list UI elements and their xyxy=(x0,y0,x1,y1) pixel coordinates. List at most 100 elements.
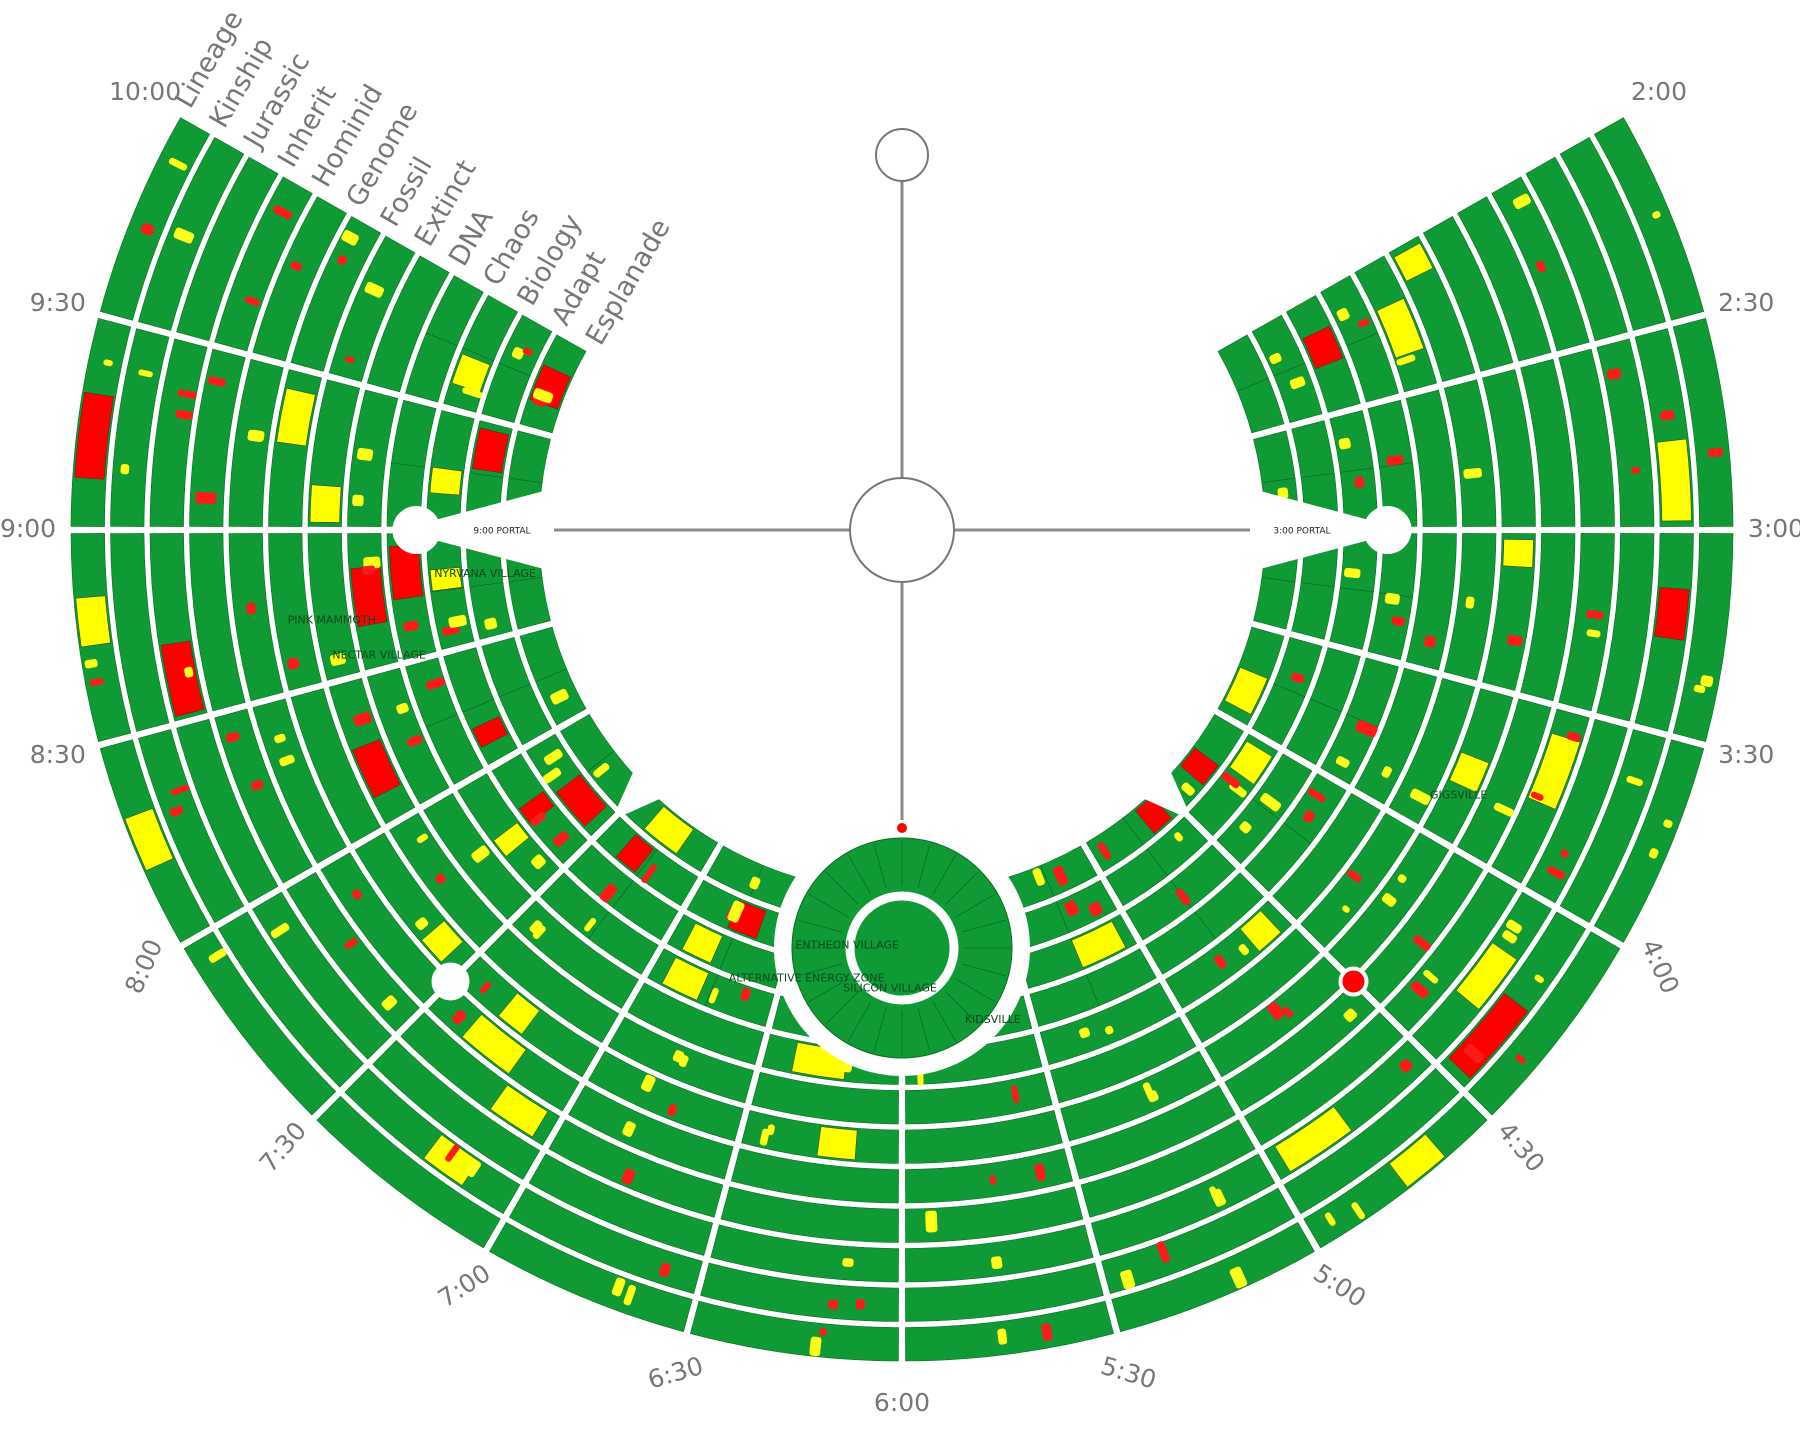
center-camp-dot xyxy=(897,823,907,833)
city-block xyxy=(700,1262,899,1322)
camp-area xyxy=(1376,298,1425,359)
clock-label: 9:30 xyxy=(30,288,86,317)
city-block xyxy=(1672,533,1734,742)
center-camp-divider xyxy=(873,1007,887,1053)
block-divider xyxy=(1301,582,1335,588)
camp-area xyxy=(461,1014,527,1075)
block-divider xyxy=(426,713,458,728)
camp-patch xyxy=(1174,832,1184,842)
camp-area xyxy=(1393,242,1434,282)
camp-area xyxy=(1071,920,1127,968)
camp-patch xyxy=(641,864,657,883)
camp-label: GIGSVILLE xyxy=(1430,789,1487,802)
block-divider xyxy=(612,880,634,908)
camp-patch xyxy=(352,494,364,507)
block-divider xyxy=(1194,911,1216,939)
camp-patch xyxy=(1011,1085,1020,1104)
camp-patch xyxy=(529,920,543,934)
camp-patch xyxy=(842,1258,854,1267)
block-divider xyxy=(535,668,567,683)
camp-area xyxy=(1449,751,1490,793)
city-block xyxy=(214,708,313,884)
camp-patch xyxy=(1357,318,1370,328)
center-camp-divider xyxy=(873,843,887,889)
city-block xyxy=(228,358,284,527)
camp-area xyxy=(1224,667,1268,715)
camp-patch xyxy=(1464,1043,1485,1064)
camp-area xyxy=(124,808,174,871)
camp-patch xyxy=(290,261,303,271)
camp-patch xyxy=(1463,467,1483,479)
city-block xyxy=(905,1110,1063,1164)
camp-patch xyxy=(1493,802,1514,817)
camp-patch xyxy=(1381,766,1392,778)
camp-patch xyxy=(991,1256,1003,1270)
camp-patch xyxy=(1700,675,1714,687)
plaza xyxy=(1338,966,1369,997)
camp-patch xyxy=(345,356,355,364)
camp-patch xyxy=(415,917,429,931)
city-block xyxy=(481,637,553,746)
camp-patch xyxy=(1659,410,1675,421)
city-block xyxy=(1388,677,1476,825)
camp-patch xyxy=(1384,592,1400,605)
camp-area xyxy=(1302,325,1344,370)
city-block xyxy=(519,626,587,726)
camp-area xyxy=(661,957,709,1001)
city-block xyxy=(1558,348,1615,527)
block-divider xyxy=(1301,472,1335,478)
city-block xyxy=(905,1148,1074,1204)
camp-patch xyxy=(1277,487,1289,500)
city-block xyxy=(214,176,313,352)
camp-patch xyxy=(1156,1241,1170,1263)
block-divider xyxy=(499,362,531,377)
camp-patch xyxy=(584,918,597,932)
block-divider xyxy=(1252,798,1280,820)
city-block xyxy=(252,196,347,362)
city-block xyxy=(1070,1085,1236,1180)
center-camp-divider xyxy=(955,978,996,1003)
city-block xyxy=(149,338,208,527)
camp-patch xyxy=(1515,1054,1526,1064)
camp-area xyxy=(471,716,508,748)
camp-patch xyxy=(1396,354,1416,366)
camp-area xyxy=(352,738,401,799)
camp-area xyxy=(429,567,462,592)
camp-patch xyxy=(250,779,264,791)
camp-patch xyxy=(344,937,358,950)
city-block xyxy=(307,533,361,681)
clock-label: 3:30 xyxy=(1718,740,1774,769)
center-camp-divider xyxy=(847,1001,872,1042)
city-block xyxy=(720,1186,899,1243)
camp-patch xyxy=(1282,1006,1294,1018)
camp-area xyxy=(1455,942,1518,1010)
camp-patch xyxy=(195,491,217,505)
city-block xyxy=(1596,338,1655,527)
camp-patch xyxy=(225,731,240,743)
block-divider xyxy=(508,477,543,484)
camp-patch xyxy=(1120,1269,1136,1290)
city-block xyxy=(1286,647,1361,766)
city-block xyxy=(1558,533,1615,712)
camp-patch xyxy=(1606,367,1622,381)
camp-patch xyxy=(1630,467,1641,474)
camp-label: ENTHEON VILLAGE xyxy=(795,939,899,952)
camp-patch xyxy=(1586,629,1601,638)
camp-area xyxy=(1239,910,1282,952)
camp-area xyxy=(1502,539,1534,568)
city-block xyxy=(268,533,322,691)
city-block xyxy=(290,215,382,372)
camp-patch xyxy=(1324,1212,1336,1226)
camp-patch xyxy=(809,1336,822,1357)
camp-patch xyxy=(542,767,562,784)
block-divider xyxy=(469,472,503,478)
camp-patch xyxy=(727,900,745,923)
block-divider xyxy=(430,587,464,593)
camp-label: ALTERNATIVE ENERGY ZONE xyxy=(729,972,885,985)
camp-patch xyxy=(530,812,546,827)
clock-label: 8:30 xyxy=(30,740,86,769)
city-block xyxy=(1111,1221,1315,1333)
city-block xyxy=(110,328,170,527)
city-block xyxy=(347,389,399,527)
city-block xyxy=(1520,533,1576,702)
